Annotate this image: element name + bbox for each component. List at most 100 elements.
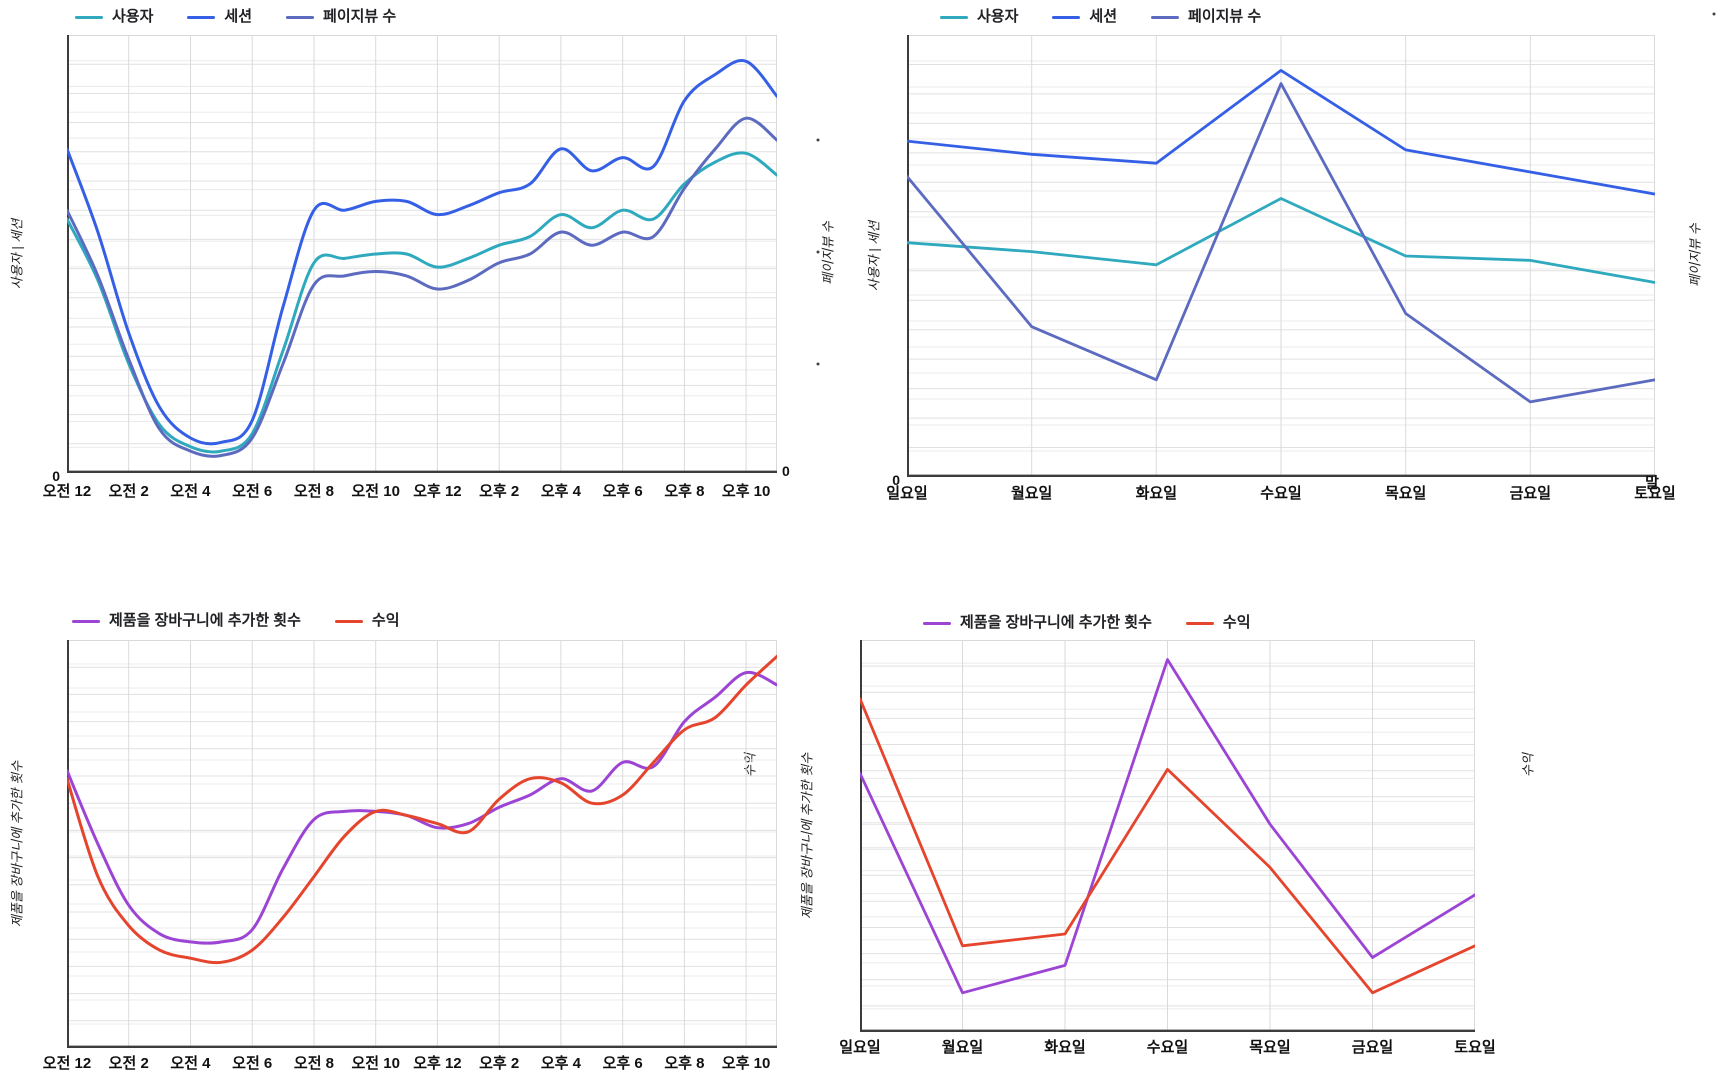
legend-cart-revenue-daily: 제품을 장바구니에 추가한 횟수 수익 (923, 614, 1251, 632)
x-tick-label: 오전 2 (108, 483, 149, 500)
x-tick-label: 화요일 (1044, 1039, 1086, 1056)
x-tick-label: 오전 4 (170, 483, 211, 500)
legend-item[interactable]: 사용자 (75, 8, 153, 26)
right-axis-tick-dot (816, 250, 820, 254)
legend-line-icon (75, 15, 103, 19)
right-axis-tick-dot (816, 362, 820, 366)
stray-overlapping-label: 말 (1645, 474, 1659, 492)
x-tick-label: 오후 8 (664, 1055, 705, 1072)
x-tick-label: 일요일 (839, 1039, 881, 1056)
right-axis-tick-dot (816, 138, 820, 142)
plot-area-users-sessions-hourly[interactable] (67, 35, 777, 473)
plot-area-cart-revenue-hourly[interactable] (67, 640, 777, 1048)
legend-label: 페이지뷰 수 (323, 8, 397, 25)
x-tick-label: 오전 2 (108, 1055, 149, 1072)
legend-label: 수익 (1222, 614, 1251, 631)
x-tick-label: 오전 10 (351, 1055, 400, 1072)
legend-item[interactable]: 수익 (334, 612, 400, 630)
x-tick-label: 오전 8 (293, 1055, 335, 1072)
series-line-0 (860, 658, 1475, 995)
x-tick-label: 오전 12 (42, 483, 92, 500)
series-line-0 (907, 197, 1655, 284)
legend-item[interactable]: 사용자 (940, 8, 1018, 26)
y-axis-title-revenue: 수익 (1520, 753, 1536, 777)
legend-label: 페이지뷰 수 (1188, 8, 1262, 25)
x-tick-label: 오후 2 (479, 483, 520, 500)
x-tick-label: 오후 10 (721, 483, 771, 500)
legend-line-icon (187, 15, 216, 19)
plot-area-users-sessions-daily[interactable] (907, 35, 1655, 477)
x-tick-label: 금요일 (1509, 485, 1552, 502)
x-tick-label: 오전 6 (232, 483, 273, 500)
x-tick-label: 목요일 (1384, 485, 1427, 502)
x-tick-label: 오전 12 (42, 1055, 92, 1072)
plot-area-cart-revenue-daily[interactable] (860, 640, 1475, 1032)
x-tick-label: 오후 4 (540, 1055, 581, 1072)
y-axis-title-users-sessions: 사용자 | 세션 (9, 218, 25, 290)
y-axis-title-add-to-cart: 제품을 장바구니에 추가한 횟수 (799, 752, 815, 920)
y-axis-title-add-to-cart: 제품을 장바구니에 추가한 횟수 (9, 760, 25, 928)
legend-users-sessions-hourly: 사용자 세션 페이지뷰 수 (75, 8, 396, 26)
legend-line-icon (334, 619, 363, 623)
legend-item[interactable]: 페이지뷰 수 (286, 8, 396, 26)
x-tick-label: 오후 6 (602, 483, 643, 500)
series-line-2 (907, 82, 1655, 404)
legend-line-icon (923, 621, 951, 625)
x-tick-label: 월요일 (1010, 485, 1053, 502)
legend-item[interactable]: 세션 (187, 8, 252, 26)
x-tick-label: 오전 4 (170, 1055, 211, 1072)
legend-item[interactable]: 수익 (1185, 614, 1251, 632)
x-tick-label: 오후 6 (602, 1055, 643, 1072)
y-axis-title-users-sessions: 사용자 | 세션 (866, 220, 882, 292)
legend-item[interactable]: 세션 (1052, 8, 1117, 26)
series-line-0 (67, 151, 777, 454)
series-line-1 (860, 697, 1475, 995)
series-line-1 (907, 69, 1655, 196)
x-tick-label: 오후 8 (664, 483, 705, 500)
series-line-1 (67, 59, 777, 446)
legend-line-icon (1185, 621, 1214, 625)
legend-line-icon (1151, 15, 1180, 19)
legend-line-icon (72, 619, 100, 623)
x-tick-label: 수요일 (1146, 1039, 1189, 1056)
legend-item[interactable]: 제품을 장바구니에 추가한 횟수 (72, 612, 301, 630)
y-axis-title-pageviews: 페이지뷰 수 (1687, 223, 1703, 287)
x-tick-label: 오후 2 (479, 1055, 520, 1072)
legend-label: 세션 (224, 8, 253, 25)
series-line-2 (67, 116, 777, 458)
legend-item[interactable]: 페이지뷰 수 (1151, 8, 1261, 26)
legend-label: 수익 (371, 612, 400, 629)
x-tick-label: 금요일 (1351, 1039, 1394, 1056)
right-axis-tick-dot (1712, 12, 1716, 16)
legend-line-icon (1052, 15, 1081, 19)
x-tick-label: 수요일 (1260, 485, 1302, 502)
x-tick-label: 오후 12 (413, 1055, 462, 1072)
legend-item[interactable]: 제품을 장바구니에 추가한 횟수 (923, 614, 1152, 632)
y-axis-zero-label-right: 0 (782, 463, 790, 479)
x-tick-label: 월요일 (941, 1039, 984, 1056)
legend-label: 제품을 장바구니에 추가한 횟수 (960, 614, 1152, 631)
x-tick-label: 토요일 (1454, 1039, 1496, 1056)
legend-label: 세션 (1089, 8, 1118, 25)
y-axis-zero-label-left: 0 (52, 468, 60, 484)
legend-users-sessions-daily: 사용자 세션 페이지뷰 수 (940, 8, 1261, 26)
x-tick-label: 오전 6 (232, 1055, 273, 1072)
x-tick-label: 오후 10 (721, 1055, 771, 1072)
legend-label: 사용자 (112, 8, 154, 25)
x-tick-label: 오전 8 (293, 483, 335, 500)
y-axis-zero-label-left: 0 (892, 472, 900, 488)
x-tick-label: 일요일 (886, 485, 928, 502)
series-line-1 (67, 654, 777, 965)
x-tick-label: 토요일 (1634, 485, 1676, 502)
legend-cart-revenue-hourly: 제품을 장바구니에 추가한 횟수 수익 (72, 612, 400, 630)
legend-line-icon (940, 15, 968, 19)
x-tick-label: 오후 4 (540, 483, 581, 500)
x-tick-label: 오후 12 (413, 483, 462, 500)
x-tick-label: 화요일 (1135, 485, 1178, 502)
legend-label: 사용자 (977, 8, 1019, 25)
x-tick-label: 오전 10 (351, 483, 400, 500)
legend-line-icon (286, 15, 315, 19)
legend-label: 제품을 장바구니에 추가한 횟수 (109, 612, 301, 629)
x-tick-label: 목요일 (1249, 1039, 1291, 1056)
